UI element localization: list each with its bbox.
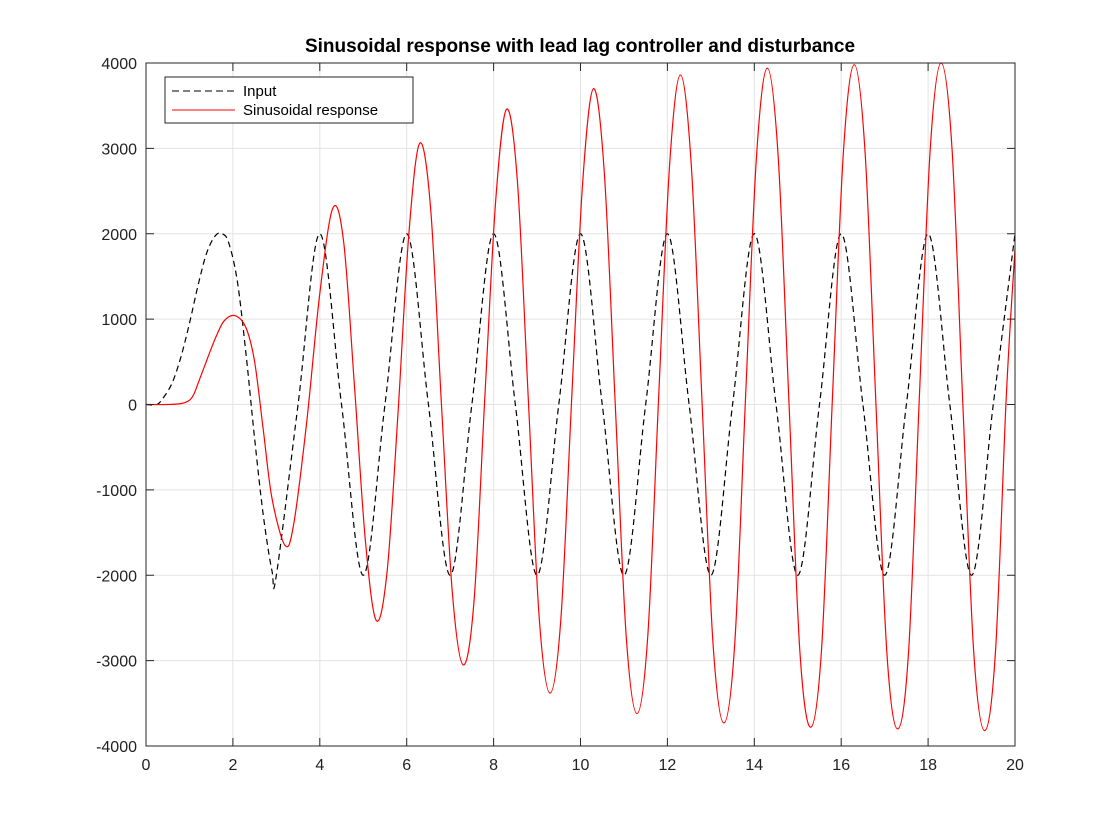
ticks	[145, 62, 1016, 747]
chart-title: Sinusoidal response with lead lag contro…	[305, 36, 855, 57]
y-tick-label: -2000	[96, 568, 137, 585]
x-tick-label: 20	[1006, 757, 1024, 774]
x-tick-label: 2	[228, 757, 237, 774]
series-layer	[146, 63, 1015, 732]
series-line-input	[146, 232, 1015, 590]
x-tick-label: 6	[402, 757, 411, 774]
x-tick-label: 18	[919, 757, 937, 774]
legend-label-response: Sinusoidal response	[243, 102, 378, 119]
x-tick-label: 16	[832, 757, 850, 774]
series-line-response	[146, 63, 1015, 732]
y-tick-label: -1000	[96, 483, 137, 500]
x-tick-label: 12	[659, 757, 677, 774]
x-tick-label: 0	[142, 757, 151, 774]
legend: Input Sinusoidal response	[164, 76, 414, 124]
x-tick-label: 14	[745, 757, 763, 774]
legend-label-input: Input	[243, 83, 277, 100]
y-tick-label: 1000	[101, 312, 137, 329]
y-tick-label: -3000	[96, 654, 137, 671]
legend-box	[164, 76, 414, 124]
x-tick-label: 8	[489, 757, 498, 774]
y-tick-label: -4000	[96, 739, 137, 756]
y-tick-labels: 4000 3000 2000 1000 0 -1000 -2000 -3000 -4000	[96, 56, 137, 756]
x-tick-label: 4	[315, 757, 324, 774]
y-tick-label: 0	[128, 398, 137, 415]
y-tick-label: 4000	[101, 56, 137, 73]
x-tick-labels: 0 2 4 6 8 10 12 14 16 18 20	[142, 757, 1024, 774]
x-tick-label: 10	[572, 757, 590, 774]
y-tick-label: 2000	[101, 227, 137, 244]
y-tick-label: 3000	[101, 141, 137, 158]
